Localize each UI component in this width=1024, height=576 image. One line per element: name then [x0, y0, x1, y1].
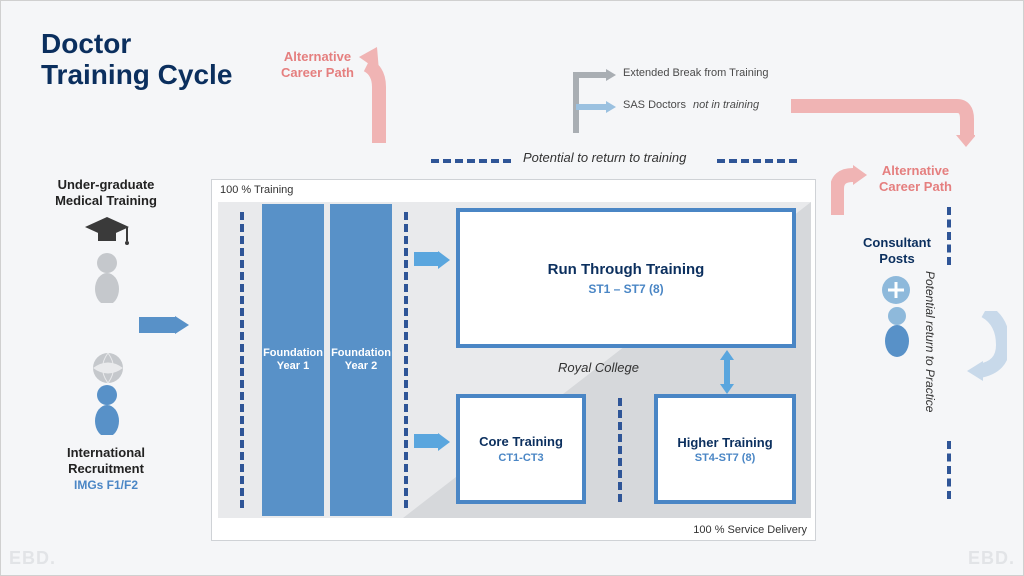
- higher-sub: ST4-ST7 (8): [695, 452, 756, 464]
- panel-inner: Foundation Year 1 Foundation Year 2 Run …: [218, 202, 811, 518]
- return-practice-label: Potential return to Practice: [923, 271, 937, 412]
- entry-arrow-head: [175, 316, 189, 334]
- bi-arrow-vertical: [718, 350, 736, 394]
- person-icon-gray: [89, 253, 125, 303]
- return-dash-left: [431, 159, 511, 163]
- core-sub: CT1-CT3: [498, 452, 543, 464]
- panel-bottom-label: 100 % Service Delivery: [693, 524, 807, 536]
- arrow-to-core-head: [438, 433, 450, 451]
- higher-training-box: Higher Training ST4-ST7 (8): [654, 394, 796, 504]
- return-curve-arrow: [963, 311, 1007, 381]
- training-panel: 100 % Training Foundation Year 1 Foundat…: [211, 179, 816, 541]
- consultant-label: Consultant Posts: [847, 235, 947, 266]
- alt-career-label-1: Alternative Career Path: [281, 49, 354, 80]
- run-through-box: Run Through Training ST1 – ST7 (8): [456, 208, 796, 348]
- alt-career-arrow-2: [831, 155, 879, 215]
- dash-post-foundation: [404, 212, 408, 508]
- return-label: Potential to return to training: [523, 150, 686, 165]
- watermark-right: EBD.: [968, 548, 1015, 569]
- panel-top-label: 100 % Training: [220, 184, 293, 196]
- consultant-person-icon: [879, 307, 915, 357]
- core-training-box: Core Training CT1-CT3: [456, 394, 586, 504]
- royal-college-label: Royal College: [558, 360, 639, 375]
- extended-break-label: Extended Break from Training: [623, 67, 769, 79]
- intl-sub: IMGs F1/F2: [41, 478, 171, 492]
- intl-label: International Recruitment IMGs F1/F2: [41, 445, 171, 493]
- higher-title: Higher Training: [677, 435, 772, 450]
- top-branch-arrows: [546, 53, 616, 133]
- page-title: Doctor Training Cycle: [41, 29, 232, 91]
- globe-icon: [91, 351, 125, 385]
- sas-doctors-label: SAS Doctors not in training: [623, 99, 759, 111]
- dash-pre-foundation: [240, 212, 244, 508]
- sas-to-alt-arrow: [791, 99, 951, 113]
- arrow-to-runthrough-head: [438, 251, 450, 269]
- sas-to-alt-arrow-corner: [939, 99, 975, 147]
- undergrad-label: Under-graduate Medical Training: [41, 177, 171, 208]
- plus-circle-icon: [881, 275, 911, 305]
- alt-career-arrow-1: [359, 47, 399, 143]
- foundation-year-1: Foundation Year 1: [262, 204, 324, 516]
- arrow-to-runthrough: [414, 252, 438, 266]
- foundation-year-2: Foundation Year 2: [330, 204, 392, 516]
- return-dash-right: [717, 159, 797, 163]
- person-icon-blue: [89, 385, 125, 435]
- dash-return-practice-bottom: [947, 441, 951, 499]
- graduation-cap-icon: [83, 215, 131, 251]
- dash-core-higher: [618, 398, 622, 502]
- run-through-sub: ST1 – ST7 (8): [588, 282, 663, 296]
- run-through-title: Run Through Training: [548, 261, 705, 278]
- title-line1: Doctor: [41, 29, 232, 60]
- arrow-to-core: [414, 434, 438, 448]
- alt-career-label-2: Alternative Career Path: [879, 163, 952, 194]
- entry-arrow: [139, 317, 175, 333]
- dash-return-practice-top: [947, 207, 951, 265]
- title-line2: Training Cycle: [41, 60, 232, 91]
- watermark-left: EBD.: [9, 548, 56, 569]
- core-title: Core Training: [479, 434, 563, 450]
